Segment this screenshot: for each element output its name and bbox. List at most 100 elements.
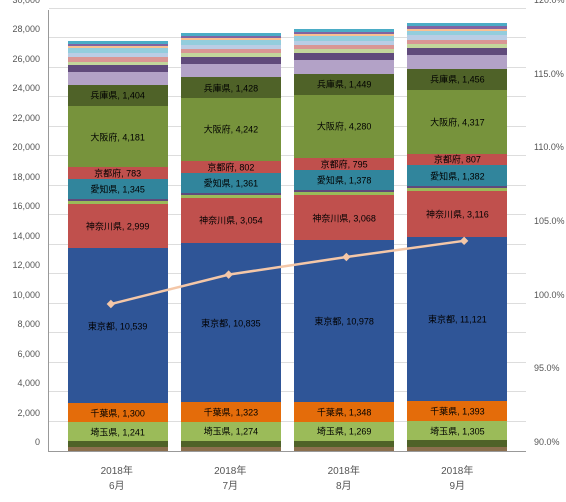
segment-label: 埼玉県, 1,269 <box>317 425 372 438</box>
bar-column: 埼玉県, 1,269 千葉県, 1,348 東京都, 10,978 神奈川県, 3,0… <box>294 29 394 451</box>
bar-segment-top2 <box>407 48 507 55</box>
bar-segment-top4 <box>294 45 394 49</box>
bar-column: 埼玉県, 1,274 千葉県, 1,323 東京都, 10,835神奈川県, 3,0… <box>181 33 281 451</box>
y-tick-left: 10,000 <box>12 290 40 300</box>
segment-label: 愛知県, 1,345 <box>90 182 145 195</box>
x-axis: 2018年 6月2018年 7月2018年 8月2018年 9月 <box>48 456 526 502</box>
bar-segment-top6 <box>181 40 281 45</box>
bar-segment-神奈川県: 神奈川県, 3,054 <box>181 198 281 243</box>
gridline <box>49 8 526 9</box>
bar-segment-top5 <box>294 41 394 45</box>
bar-segment-東京都: 東京都, 10,978 <box>294 240 394 402</box>
bar-segment-top2 <box>181 57 281 64</box>
y-tick-left: 28,000 <box>12 24 40 34</box>
bars-layer: 埼玉県, 1,241千葉県, 1,300東京都, 10,539神奈川県, 2,9… <box>49 10 526 451</box>
bar-segment-top8 <box>181 36 281 38</box>
bar-segment-thin2 <box>407 186 507 189</box>
segment-label: 千葉県, 1,300 <box>90 406 145 419</box>
y-tick-left: 24,000 <box>12 83 40 93</box>
bar-segment-thin1 <box>68 201 168 204</box>
segment-label: 兵庫県, 1,404 <box>90 89 145 102</box>
y-tick-left: 20,000 <box>12 142 40 152</box>
bar-segment-thin1 <box>294 192 394 195</box>
bar-segment-愛知県: 愛知県, 1,345 <box>68 179 168 199</box>
bar-segment-千葉県: 千葉県, 1,348 <box>294 402 394 422</box>
segment-label: 千葉県, 1,348 <box>317 405 372 418</box>
segment-label: 千葉県, 1,323 <box>204 406 259 419</box>
segment-label: 兵庫県, 1,449 <box>317 78 372 91</box>
plot-area: 埼玉県, 1,241千葉県, 1,300東京都, 10,539神奈川県, 2,9… <box>48 10 526 452</box>
bar-segment-bottom1 <box>294 447 394 451</box>
x-label: 2018年 6月 <box>67 456 167 502</box>
bar-segment-bottom1 <box>68 447 168 451</box>
bar-segment-bottom2 <box>68 441 168 447</box>
segment-label: 京都府, 807 <box>434 153 481 166</box>
bar-segment-top4 <box>407 40 507 44</box>
bar-segment-top7 <box>407 29 507 31</box>
y-axis-right: 90.0%95.0%100.0%105.0%110.0%115.0%120.0% <box>530 10 566 452</box>
y-tick-left: 2,000 <box>17 408 40 418</box>
y-tick-left: 26,000 <box>12 54 40 64</box>
y-tick-right: 110.0% <box>534 142 564 152</box>
bar-segment-bottom1 <box>181 447 281 451</box>
bar-segment-top8 <box>294 32 394 34</box>
bar-segment-bottom2 <box>407 440 507 446</box>
bar-segment-兵庫県: 兵庫県, 1,456 <box>407 69 507 90</box>
y-tick-left: 12,000 <box>12 260 40 270</box>
bar-segment-神奈川県: 神奈川県, 2,999 <box>68 204 168 248</box>
bar-segment-top9 <box>294 29 394 32</box>
bar-segment-大阪府: 大阪府, 4,280 <box>294 95 394 158</box>
bar-segment-thin2 <box>294 190 394 193</box>
y-tick-right: 100.0% <box>534 290 565 300</box>
bar-segment-千葉県: 千葉県, 1,300 <box>68 403 168 422</box>
bar-segment-thin2 <box>181 193 281 196</box>
y-tick-left: 6,000 <box>17 349 40 359</box>
y-tick-right: 120.0% <box>534 0 565 5</box>
bar-segment-千葉県: 千葉県, 1,393 <box>407 401 507 422</box>
segment-label: 兵庫県, 1,428 <box>204 81 259 94</box>
bar-segment-top5 <box>407 35 507 39</box>
y-tick-right: 105.0% <box>534 216 565 226</box>
bar-segment-top6 <box>294 36 394 41</box>
bar-segment-thin2 <box>68 199 168 202</box>
bar-segment-top9 <box>181 33 281 36</box>
bar-segment-top2 <box>68 65 168 72</box>
bar-column: 埼玉県, 1,241千葉県, 1,300東京都, 10,539神奈川県, 2,9… <box>68 41 168 451</box>
y-tick-left: 0 <box>35 437 40 447</box>
bar-segment-top9 <box>407 23 507 26</box>
segment-label: 京都府, 802 <box>207 160 254 173</box>
y-tick-right: 115.0% <box>534 69 564 79</box>
bar-segment-top1 <box>294 60 394 74</box>
y-axis-left: 02,0004,0006,0008,00010,00012,00014,0001… <box>0 10 44 452</box>
segment-label: 大阪府, 4,181 <box>90 130 145 143</box>
bar-segment-top5 <box>181 45 281 49</box>
segment-label: 兵庫県, 1,456 <box>430 73 485 86</box>
bar-segment-東京都: 東京都, 10,835 <box>181 243 281 403</box>
bar-segment-top9 <box>68 41 168 44</box>
bar-segment-top4 <box>68 57 168 61</box>
segment-label: 京都府, 783 <box>94 167 141 180</box>
segment-label: 大阪府, 4,317 <box>430 115 485 128</box>
segment-label: 東京都, 10,978 <box>314 315 374 328</box>
bar-segment-神奈川県: 神奈川県, 3,116 <box>407 191 507 237</box>
x-label: 2018年 9月 <box>407 456 507 502</box>
bar-segment-top3 <box>68 62 168 66</box>
bar-segment-兵庫県: 兵庫県, 1,404 <box>68 85 168 106</box>
chart-container: 02,0004,0006,0008,00010,00012,00014,0001… <box>0 0 566 502</box>
y-tick-left: 16,000 <box>12 201 40 211</box>
bar-segment-top1 <box>181 64 281 78</box>
bar-segment-bottom2 <box>294 441 394 447</box>
y-tick-left: 8,000 <box>17 319 40 329</box>
bar-segment-thin1 <box>407 188 507 191</box>
y-tick-right: 90.0% <box>534 437 560 447</box>
segment-label: 大阪府, 4,242 <box>204 123 259 136</box>
bar-segment-京都府: 京都府, 802 <box>181 161 281 173</box>
bar-segment-愛知県: 愛知県, 1,378 <box>294 170 394 190</box>
bar-segment-top5 <box>68 53 168 57</box>
bar-segment-top7 <box>294 34 394 36</box>
bar-segment-愛知県: 愛知県, 1,361 <box>181 173 281 193</box>
bar-segment-埼玉県: 埼玉県, 1,274 <box>181 422 281 441</box>
y-tick-right: 95.0% <box>534 363 560 373</box>
bar-segment-愛知県: 愛知県, 1,382 <box>407 165 507 185</box>
bar-segment-神奈川県: 神奈川県, 3,068 <box>294 195 394 240</box>
